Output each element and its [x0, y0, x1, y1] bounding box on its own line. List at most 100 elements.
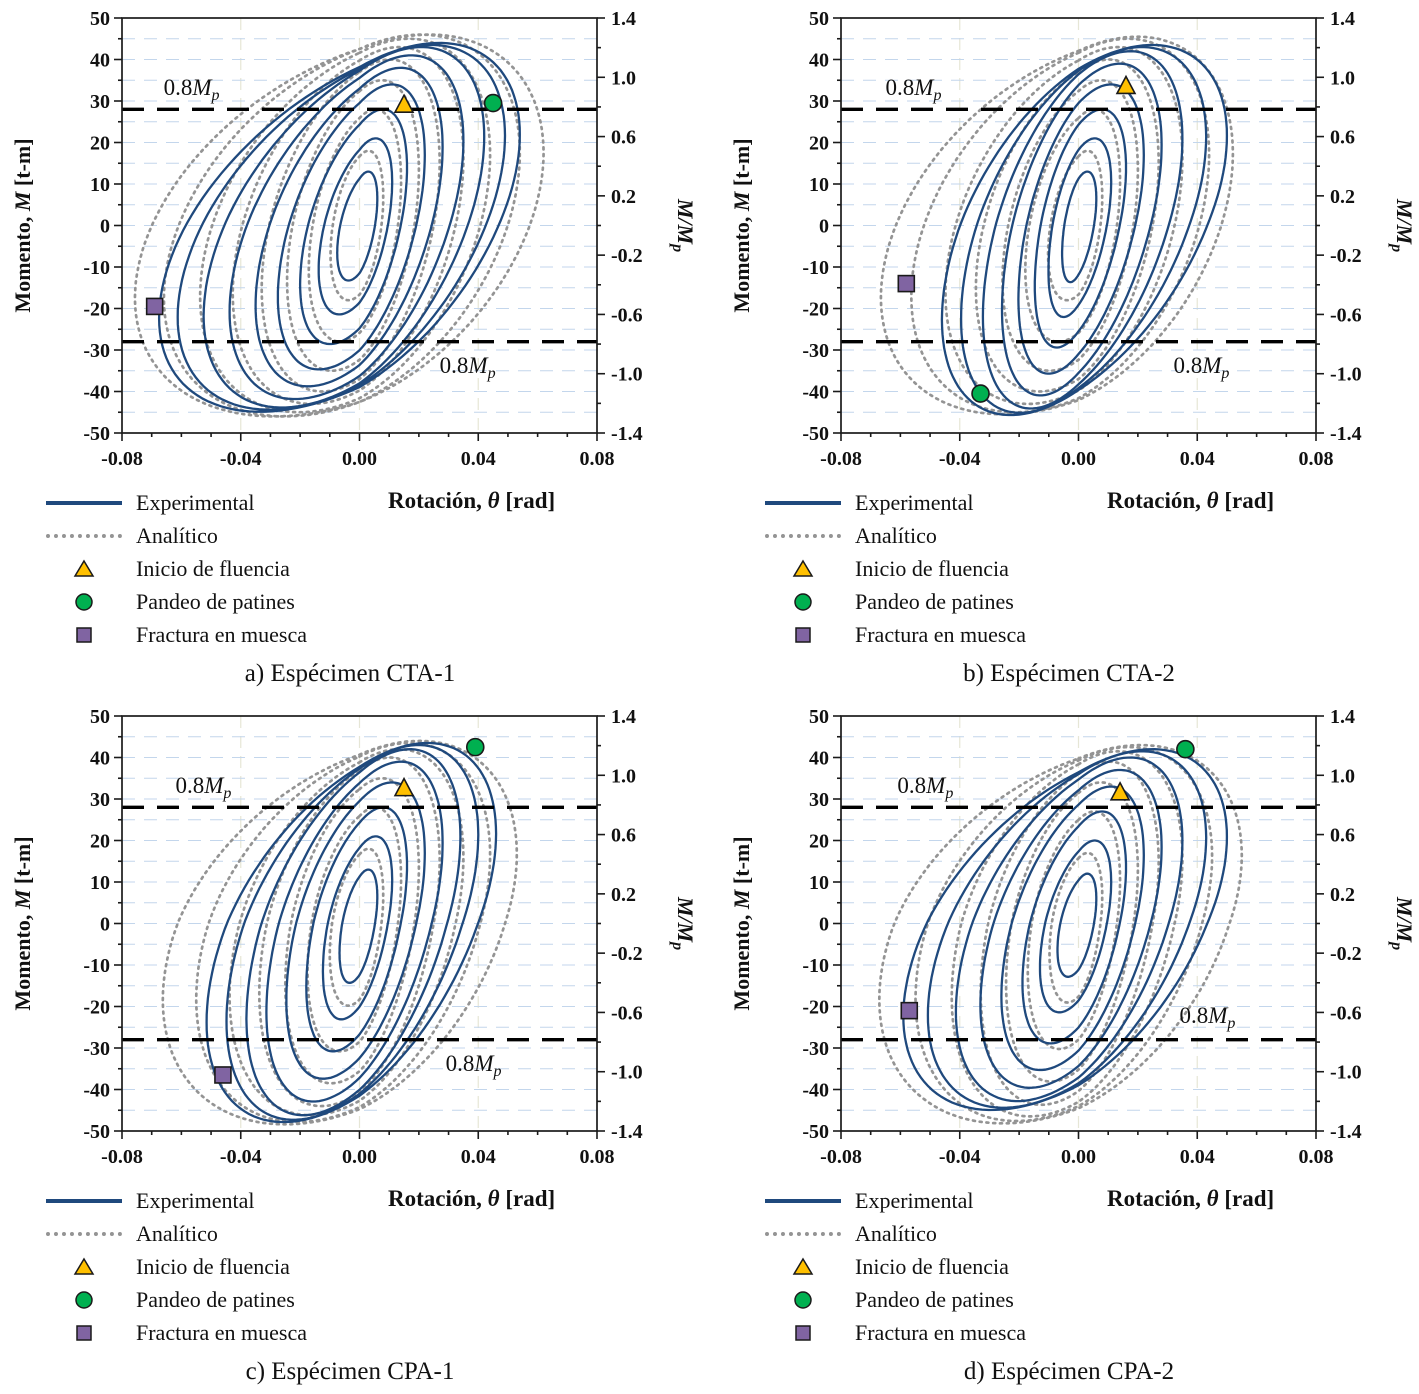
- legend-label-experimental: Experimental: [136, 489, 255, 515]
- plot-d: 0.8Mp 0.8Mp -0.08 -0.04 0.00 0.04 0.08 50 40 30 20…: [729, 706, 1417, 1168]
- y-left-tick-label: -40: [83, 1080, 110, 1102]
- x-axis-title-post: [rad]: [1218, 1186, 1275, 1211]
- y-axis-title-right: M/Mp: [1388, 198, 1417, 252]
- y-left-tick-label: 40: [809, 50, 829, 72]
- y-left-tick-label: 20: [90, 133, 110, 155]
- legend-item-pandeo: Pandeo de patines: [765, 1283, 1419, 1316]
- event-marker-circle: [1176, 739, 1195, 759]
- y-right-tick-label: 1.0: [611, 67, 636, 89]
- x-tick-label: -0.08: [101, 448, 143, 470]
- y-left-tick-label: -10: [802, 257, 829, 279]
- pandeo-marker-swatch: [46, 592, 122, 612]
- pandeo-marker-swatch: [46, 1290, 122, 1310]
- y-left-tick-label: 50: [90, 706, 110, 728]
- fracture-square-icon: [76, 1324, 92, 1341]
- y-left-tick-label: -30: [83, 340, 110, 362]
- x-tick-label: 0.04: [1180, 1146, 1215, 1168]
- experimental-line-swatch: [765, 500, 841, 505]
- y-axis-title-right: M/Mp: [669, 896, 698, 950]
- y-right-tick-label: 0.6: [1330, 127, 1355, 149]
- legend-label-fluencia: Inicio de fluencia: [855, 555, 1009, 581]
- yield-triangle-icon: [792, 559, 814, 577]
- legend-c: Experimental Analítico Inicio de fluenci…: [0, 1178, 700, 1354]
- y-left-tick-label: -20: [802, 997, 829, 1019]
- y-right-tick-label: -1.4: [611, 1121, 643, 1143]
- mp-label: 0.8Mp: [886, 75, 942, 104]
- y-left-tick-label: -30: [802, 340, 829, 362]
- event-marker-square: [897, 274, 916, 293]
- x-tick-label: 0.00: [1061, 1146, 1096, 1168]
- y-left-tick-label: 10: [90, 174, 110, 196]
- y-left-tick-label: -50: [802, 1121, 829, 1143]
- legend-label-fractura: Fractura en muesca: [855, 1319, 1027, 1345]
- y-right-tick-label: -1.0: [611, 364, 643, 386]
- y-left-tick-label: -50: [83, 1121, 110, 1143]
- chart-caption-c: c) Espécimen CPA-1: [245, 1358, 455, 1385]
- y-left-tick-label: 40: [809, 748, 829, 770]
- y-right-tick-label: 0.2: [611, 186, 636, 208]
- axis-ticks: [114, 715, 605, 1139]
- y-right-tick-label: -0.6: [1330, 304, 1362, 326]
- legend-label-experimental: Experimental: [136, 1187, 255, 1213]
- pandeo-marker-swatch: [765, 1290, 841, 1310]
- mp-label: 0.8Mp: [446, 1051, 502, 1080]
- plot-a: 0.8Mp 0.8Mp -0.08 -0.04 0.00 0.04 0.08 50 40 30 20…: [10, 8, 698, 470]
- y-right-tick-label: -0.2: [1330, 943, 1362, 965]
- x-axis-title-post: [rad]: [499, 488, 556, 513]
- x-tick-label: -0.04: [220, 448, 262, 470]
- legend-item-fluencia: Inicio de fluencia: [765, 552, 1419, 585]
- event-marker-circle: [483, 93, 503, 113]
- solid-line-icon: [765, 1198, 841, 1203]
- event-marker-square: [145, 297, 164, 316]
- event-marker-triangle: [1109, 781, 1131, 801]
- series-group: [879, 35, 1235, 417]
- y-left-tick-label: 30: [90, 789, 110, 811]
- legend-item-fractura: Fractura en muesca: [765, 1316, 1419, 1349]
- x-tick-label: -0.08: [820, 448, 862, 470]
- y-right-tick-label: -0.6: [611, 1002, 643, 1024]
- x-tick-label: 0.08: [1299, 448, 1334, 470]
- mp-label: 0.8Mp: [164, 75, 220, 104]
- y-left-tick-label: 30: [809, 91, 829, 113]
- analitico-line-swatch: [765, 533, 841, 538]
- series-group: [161, 739, 519, 1126]
- solid-line-icon: [765, 500, 841, 505]
- y-right-tick-label: 1.4: [611, 706, 636, 728]
- chart-cell-a: 0.8Mp 0.8Mp -0.08 -0.04 0.00 0.04 0.08 50 40 30 20…: [0, 2, 700, 694]
- y-left-tick-label: 20: [809, 831, 829, 853]
- legend-label-experimental: Experimental: [855, 489, 974, 515]
- y-axis-title-right: M/Mp: [1388, 896, 1417, 950]
- analitico-line-swatch: [46, 533, 122, 538]
- buckling-circle-icon: [75, 1290, 93, 1309]
- y-left-tick-label: 10: [809, 174, 829, 196]
- legend-label-fluencia: Inicio de fluencia: [855, 1253, 1009, 1279]
- analitico-line-swatch: [46, 1231, 122, 1236]
- mp-label: 0.8Mp: [175, 773, 231, 802]
- axis-ticks: [833, 715, 1324, 1139]
- y-axis-title-left: Momento, M [t-m]: [10, 836, 35, 1010]
- yield-triangle-icon: [73, 559, 95, 577]
- x-tick-label: 0.08: [1299, 1146, 1334, 1168]
- legend-label-experimental: Experimental: [855, 1187, 974, 1213]
- fracture-square-icon: [76, 626, 92, 643]
- legend-item-fluencia: Inicio de fluencia: [765, 1250, 1419, 1283]
- y-left-tick-label: -40: [83, 382, 110, 404]
- y-axis-title-left: Momento, M [t-m]: [729, 836, 754, 1010]
- fracture-square-icon: [795, 626, 811, 643]
- x-tick-label: 0.00: [342, 1146, 377, 1168]
- y-right-tick-label: 0.2: [1330, 186, 1355, 208]
- yield-triangle-icon: [73, 1257, 95, 1275]
- fluencia-marker-swatch: [765, 1257, 841, 1276]
- y-left-tick-label: 40: [90, 748, 110, 770]
- legend-item-analitico: Analítico: [765, 1217, 1419, 1250]
- y-left-tick-label: -50: [83, 423, 110, 445]
- y-left-tick-label: -40: [802, 1080, 829, 1102]
- y-left-tick-label: 50: [809, 8, 829, 30]
- curve-experimental: [940, 43, 1229, 417]
- fractura-marker-swatch: [765, 1323, 841, 1343]
- y-axis-title-right: M/Mp: [669, 198, 698, 252]
- curve-experimental: [902, 748, 1229, 1112]
- legend-label-fluencia: Inicio de fluencia: [136, 555, 290, 581]
- legend-item-experimental: Experimental: [46, 486, 700, 519]
- event-marker-triangle: [393, 776, 415, 797]
